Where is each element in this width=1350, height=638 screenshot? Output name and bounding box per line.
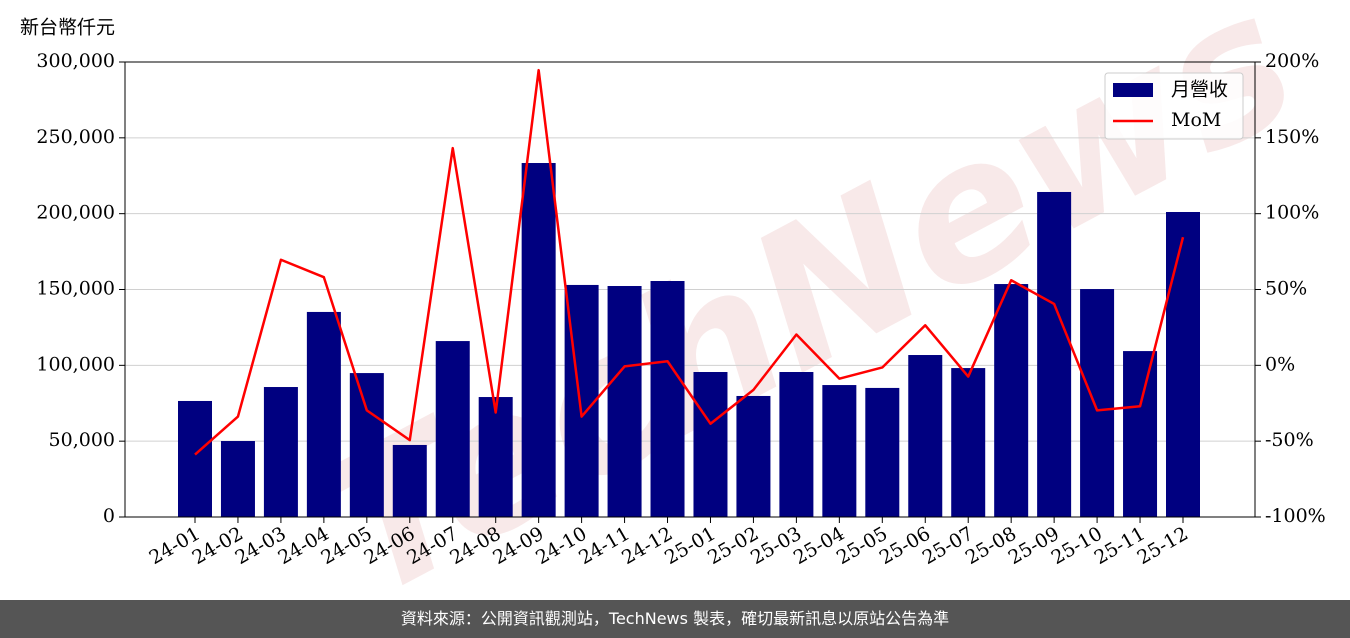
bar xyxy=(1166,211,1200,517)
bar xyxy=(1037,191,1072,517)
bar xyxy=(306,311,341,517)
y-tick-label: 50,000 xyxy=(49,429,115,451)
y-tick-label: 300,000 xyxy=(36,50,115,72)
legend-swatch xyxy=(1113,83,1153,97)
bar xyxy=(263,387,298,517)
y-axis-title: 新台幣仟元 xyxy=(20,17,115,39)
bar xyxy=(779,372,814,517)
y-tick-label: 0 xyxy=(103,505,115,527)
y-tick-label: 250,000 xyxy=(36,126,115,148)
bar xyxy=(650,281,685,517)
legend-label: 月營收 xyxy=(1171,79,1228,101)
bar xyxy=(736,395,771,517)
bar xyxy=(349,373,384,517)
bar xyxy=(1080,289,1115,517)
y-tick-label: 150,000 xyxy=(36,278,115,300)
line xyxy=(194,68,1185,456)
y-tick-label: 100,000 xyxy=(36,353,115,375)
bar xyxy=(908,355,943,517)
legend: 月營收 MoM xyxy=(1104,72,1244,140)
bar xyxy=(994,284,1029,517)
bar xyxy=(435,341,470,517)
bar xyxy=(1123,351,1158,517)
legend-label: MoM xyxy=(1171,109,1221,131)
y2-tick-label: 100% xyxy=(1265,202,1319,224)
y2-tick-label: -50% xyxy=(1265,429,1314,451)
bar xyxy=(822,385,857,517)
bar xyxy=(607,286,642,517)
y2-tick-label: 0% xyxy=(1265,353,1295,375)
y2-tick-label: 50% xyxy=(1265,278,1307,300)
y2-tick-label: 200% xyxy=(1265,50,1319,72)
bar xyxy=(478,397,513,517)
bar xyxy=(951,368,986,517)
bar xyxy=(865,387,900,517)
chart: TechNews 新台幣仟元 050,000100,000150,000200,… xyxy=(20,0,1329,638)
bar xyxy=(178,400,212,517)
bar xyxy=(521,163,556,517)
y-tick-label: 200,000 xyxy=(36,202,115,224)
bar xyxy=(392,444,427,517)
y2-tick-label: -100% xyxy=(1265,505,1326,527)
y2-tick-label: 150% xyxy=(1265,126,1319,148)
plot-frame xyxy=(124,61,1256,518)
bar xyxy=(693,372,728,517)
x-tick-label: 25-12 xyxy=(1134,523,1192,569)
bar xyxy=(220,441,255,517)
footer: 資料來源：公開資訊觀測站，TechNews 製表，確切最新訊息以原站公告為準 xyxy=(0,600,1350,638)
